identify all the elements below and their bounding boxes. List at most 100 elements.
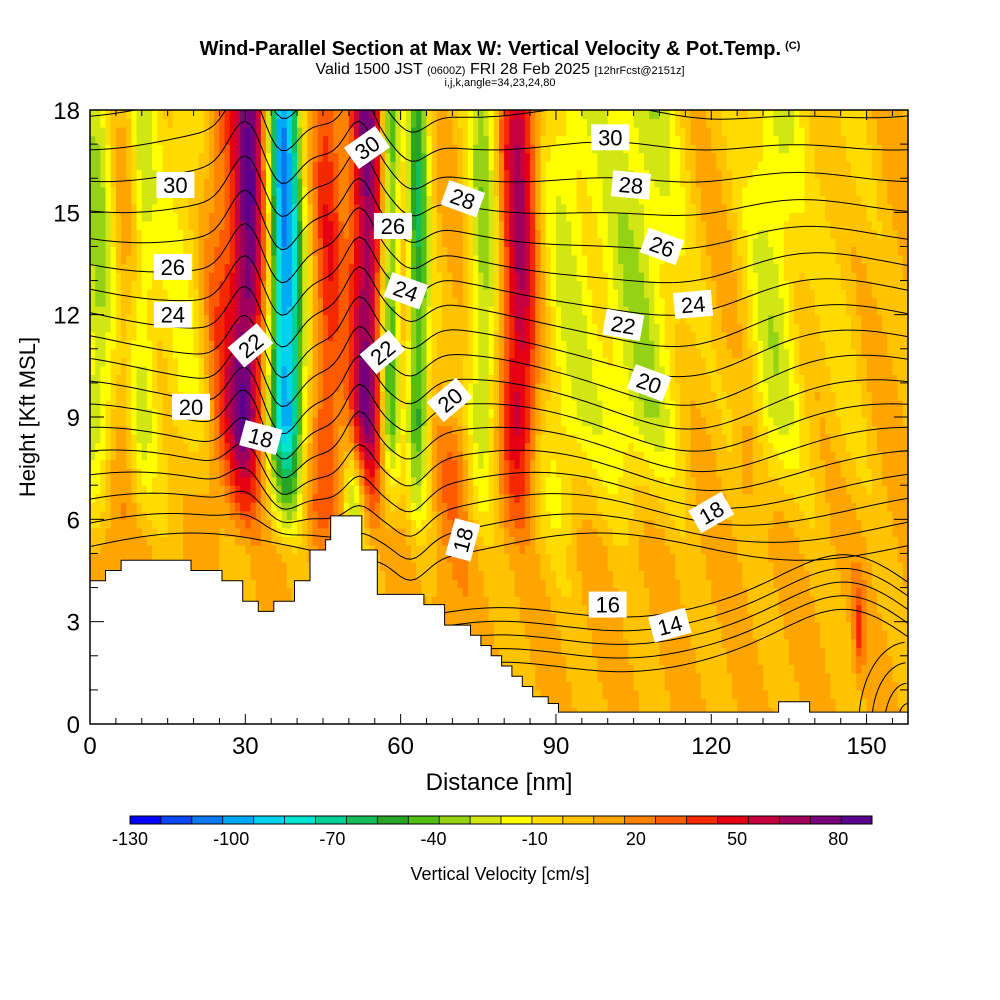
velocity-cell <box>203 468 210 478</box>
velocity-cell <box>405 493 412 503</box>
velocity-cell <box>421 178 428 188</box>
velocity-cell <box>286 229 293 239</box>
velocity-cell <box>271 476 277 486</box>
velocity-cell <box>183 468 189 478</box>
velocity-cell <box>234 399 241 410</box>
velocity-cell <box>167 417 174 427</box>
velocity-cell <box>100 408 107 418</box>
velocity-cell <box>307 246 314 256</box>
velocity-cell <box>410 203 417 213</box>
velocity-cell <box>426 237 433 248</box>
velocity-cell <box>136 263 143 273</box>
velocity-cell <box>100 451 107 461</box>
velocity-cell <box>260 144 267 154</box>
velocity-cell <box>291 357 298 367</box>
velocity-cell <box>276 579 283 589</box>
velocity-cell <box>343 263 350 273</box>
velocity-cell <box>266 135 272 145</box>
velocity-cell <box>126 135 133 145</box>
velocity-cell <box>281 203 288 213</box>
velocity-cell <box>410 272 417 282</box>
velocity-cell <box>312 510 319 520</box>
velocity-cell <box>100 442 107 452</box>
velocity-cell <box>224 161 231 171</box>
velocity-cell <box>416 374 422 384</box>
velocity-cell <box>343 297 350 307</box>
velocity-cell <box>167 144 174 154</box>
velocity-cell <box>219 323 226 333</box>
velocity-cell <box>100 493 107 503</box>
velocity-cell <box>405 587 412 597</box>
velocity-cell <box>286 587 293 597</box>
velocity-cell <box>250 144 257 154</box>
velocity-cell <box>307 272 314 282</box>
velocity-cell <box>172 280 179 290</box>
velocity-cell <box>271 254 277 265</box>
velocity-cell <box>400 203 407 213</box>
velocity-cell <box>224 536 231 546</box>
velocity-cell <box>442 561 448 572</box>
velocity-cell <box>312 544 319 555</box>
velocity-cell <box>203 203 210 213</box>
velocity-cell <box>250 229 257 239</box>
velocity-cell <box>121 220 127 230</box>
velocity-cell <box>266 476 272 486</box>
velocity-cell <box>198 110 205 120</box>
velocity-cell <box>410 502 417 512</box>
velocity-cell <box>281 519 288 529</box>
velocity-cell <box>90 169 96 179</box>
velocity-cell <box>188 417 195 427</box>
velocity-cell <box>110 493 117 503</box>
velocity-cell <box>395 459 402 469</box>
velocity-cell <box>286 203 293 213</box>
velocity-cell <box>172 502 179 512</box>
velocity-cell <box>266 459 272 469</box>
velocity-cell <box>245 254 252 265</box>
velocity-cell <box>224 169 231 179</box>
velocity-cell <box>90 118 96 128</box>
velocity-cell <box>405 135 412 145</box>
velocity-cell <box>276 468 283 478</box>
velocity-cell <box>436 237 443 248</box>
velocity-cell <box>343 348 350 358</box>
velocity-cell <box>426 561 433 572</box>
velocity-cell <box>312 382 319 393</box>
velocity-cell <box>198 485 205 495</box>
velocity-cell <box>307 144 314 154</box>
velocity-cell <box>95 561 101 572</box>
velocity-cell <box>209 561 215 572</box>
velocity-cell <box>157 485 164 495</box>
velocity-cell <box>281 553 288 563</box>
velocity-cell <box>431 519 438 529</box>
velocity-cell <box>126 519 133 529</box>
velocity-cell <box>400 169 407 179</box>
velocity-cell <box>255 306 262 316</box>
velocity-cell <box>354 434 360 444</box>
velocity-cell <box>250 519 257 529</box>
velocity-cell <box>322 502 329 512</box>
velocity-cell <box>131 417 138 427</box>
velocity-cell <box>286 272 293 282</box>
velocity-cell <box>328 485 334 495</box>
velocity-cell <box>302 459 309 469</box>
velocity-cell <box>203 502 210 512</box>
velocity-cell <box>442 579 448 589</box>
velocity-cell <box>286 127 293 137</box>
velocity-cell <box>224 519 231 529</box>
velocity-cell <box>348 348 355 358</box>
velocity-cell <box>146 272 153 282</box>
velocity-cell <box>302 502 309 512</box>
velocity-cell <box>369 178 376 188</box>
velocity-cell <box>162 502 169 512</box>
velocity-cell <box>338 340 345 350</box>
velocity-cell <box>286 357 293 367</box>
velocity-cell <box>240 502 246 512</box>
velocity-cell <box>354 485 360 495</box>
velocity-cell <box>95 408 101 418</box>
velocity-cell <box>395 323 402 333</box>
velocity-cell <box>297 110 303 120</box>
velocity-cell <box>447 596 454 606</box>
velocity-cell <box>167 425 174 435</box>
velocity-cell <box>379 510 386 520</box>
velocity-cell <box>266 152 272 162</box>
